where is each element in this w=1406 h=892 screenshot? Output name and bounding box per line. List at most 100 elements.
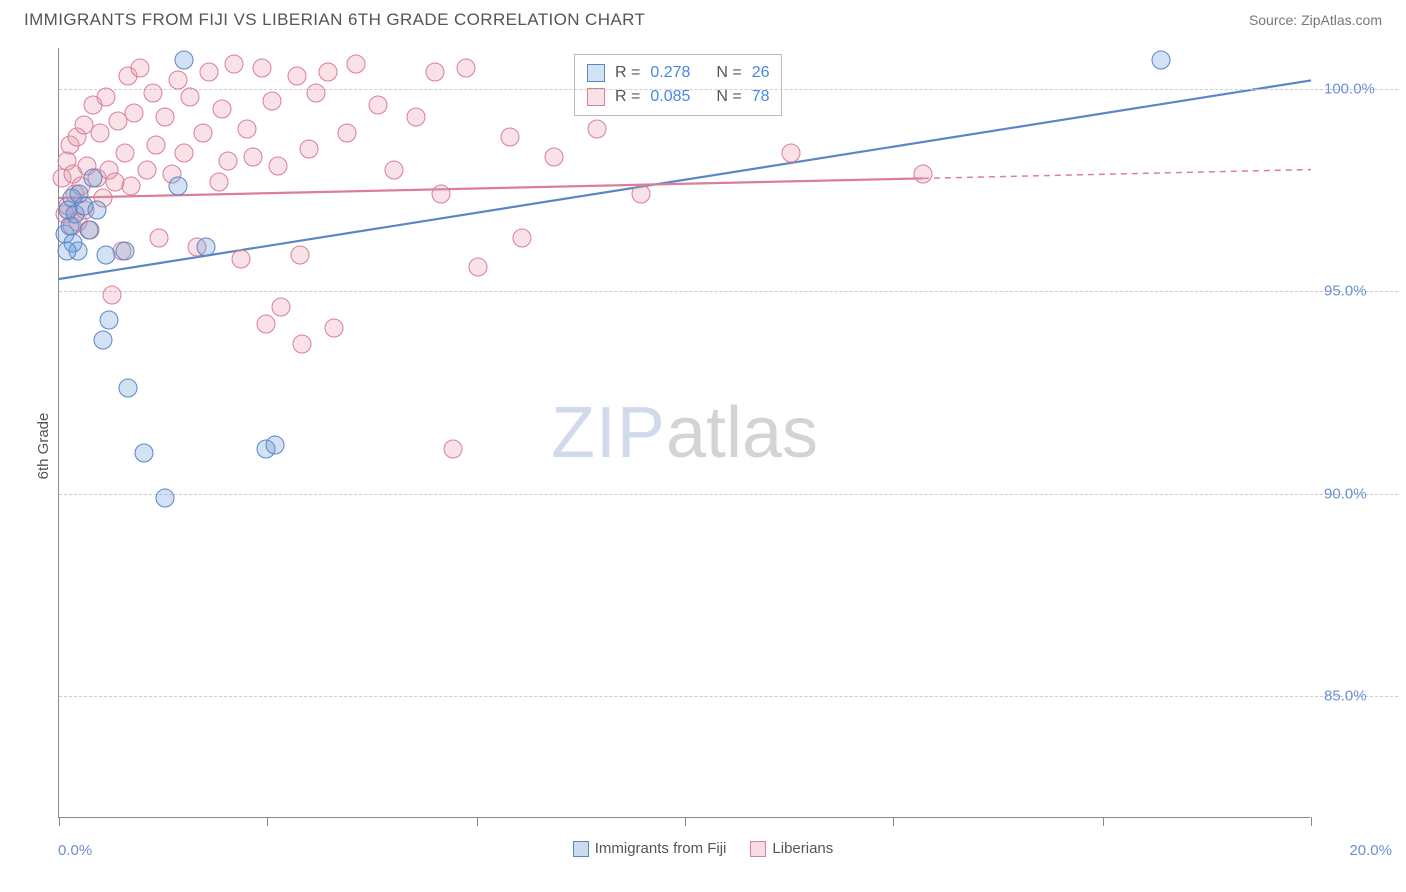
y-tick-label: 100.0% xyxy=(1324,80,1398,97)
trend-line-liberians xyxy=(59,178,923,198)
data-point-liberians xyxy=(782,144,801,163)
data-point-liberians xyxy=(225,55,244,74)
x-tick xyxy=(1103,817,1104,826)
gridline-h xyxy=(59,89,1398,90)
data-point-liberians xyxy=(209,172,228,191)
legend-R-value: 0.278 xyxy=(650,61,706,85)
legend-row-fiji: R = 0.278 N = 26 xyxy=(587,61,769,85)
data-point-liberians xyxy=(137,160,156,179)
y-axis-label: 6th Grade xyxy=(35,413,52,480)
data-point-fiji xyxy=(168,176,187,195)
data-point-liberians xyxy=(319,63,338,82)
legend-swatch-liberians xyxy=(587,88,605,106)
chart-title: IMMIGRANTS FROM FIJI VS LIBERIAN 6TH GRA… xyxy=(24,10,645,30)
data-point-liberians xyxy=(347,55,366,74)
correlation-legend: R =0.278N =26R =0.085N =78 xyxy=(574,54,782,116)
data-point-liberians xyxy=(115,144,134,163)
data-point-fiji xyxy=(118,379,137,398)
trend-line-dashed-liberians xyxy=(923,170,1311,179)
data-point-liberians xyxy=(103,286,122,305)
data-point-liberians xyxy=(121,176,140,195)
data-point-fiji xyxy=(134,444,153,463)
y-tick-label: 95.0% xyxy=(1324,283,1398,300)
data-point-fiji xyxy=(115,241,134,260)
chart-plot-area: ZIPatlas R =0.278N =26R =0.085N =78 xyxy=(58,48,1310,818)
x-tick xyxy=(893,817,894,826)
data-point-liberians xyxy=(90,124,109,143)
data-point-liberians xyxy=(143,83,162,102)
legend-swatch xyxy=(750,841,766,857)
data-point-liberians xyxy=(269,156,288,175)
data-point-fiji xyxy=(100,310,119,329)
data-point-liberians xyxy=(425,63,444,82)
series-legend: Immigrants from Fiji Liberians xyxy=(0,840,1406,857)
data-point-liberians xyxy=(256,314,275,333)
data-point-liberians xyxy=(200,63,219,82)
legend-R-label: R = xyxy=(615,61,640,85)
y-tick-label: 90.0% xyxy=(1324,485,1398,502)
data-point-liberians xyxy=(456,59,475,78)
data-point-liberians xyxy=(156,107,175,126)
data-point-liberians xyxy=(219,152,238,171)
data-point-liberians xyxy=(147,136,166,155)
legend-label: Immigrants from Fiji xyxy=(595,840,727,857)
source-label: Source: ZipAtlas.com xyxy=(1249,12,1382,28)
legend-label: Liberians xyxy=(772,840,833,857)
data-point-fiji xyxy=(84,168,103,187)
data-point-liberians xyxy=(193,124,212,143)
data-point-liberians xyxy=(431,184,450,203)
data-point-fiji xyxy=(1151,51,1170,70)
legend-swatch-fiji xyxy=(587,64,605,82)
data-point-liberians xyxy=(287,67,306,86)
legend-N-label: N = xyxy=(716,61,741,85)
data-point-liberians xyxy=(406,107,425,126)
data-point-liberians xyxy=(369,95,388,114)
data-point-liberians xyxy=(262,91,281,110)
data-point-liberians xyxy=(588,120,607,139)
data-point-liberians xyxy=(125,103,144,122)
data-point-liberians xyxy=(292,334,311,353)
data-point-liberians xyxy=(291,245,310,264)
data-point-liberians xyxy=(913,164,932,183)
data-point-fiji xyxy=(93,330,112,349)
legend-N-value: 26 xyxy=(752,61,770,85)
x-tick xyxy=(59,817,60,826)
legend-swatch xyxy=(573,841,589,857)
x-tick xyxy=(267,817,268,826)
data-point-fiji xyxy=(96,245,115,264)
data-point-liberians xyxy=(150,229,169,248)
data-point-liberians xyxy=(131,59,150,78)
data-point-fiji xyxy=(265,436,284,455)
x-tick xyxy=(1311,817,1312,826)
data-point-liberians xyxy=(513,229,532,248)
data-point-liberians xyxy=(212,99,231,118)
gridline-h xyxy=(59,291,1398,292)
x-tick xyxy=(477,817,478,826)
data-point-fiji xyxy=(156,488,175,507)
data-point-liberians xyxy=(253,59,272,78)
data-point-liberians xyxy=(181,87,200,106)
data-point-liberians xyxy=(96,87,115,106)
data-point-liberians xyxy=(337,124,356,143)
gridline-h xyxy=(59,494,1398,495)
data-point-liberians xyxy=(168,71,187,90)
y-tick-label: 85.0% xyxy=(1324,688,1398,705)
data-point-liberians xyxy=(544,148,563,167)
bottom-legend-item: Liberians xyxy=(750,840,833,857)
data-point-liberians xyxy=(306,83,325,102)
data-point-fiji xyxy=(57,241,76,260)
data-point-liberians xyxy=(469,257,488,276)
data-point-liberians xyxy=(244,148,263,167)
data-point-fiji xyxy=(80,221,99,240)
data-point-fiji xyxy=(175,51,194,70)
data-point-fiji xyxy=(87,201,106,220)
data-point-liberians xyxy=(237,120,256,139)
data-point-liberians xyxy=(325,318,344,337)
gridline-h xyxy=(59,696,1398,697)
data-point-liberians xyxy=(175,144,194,163)
data-point-liberians xyxy=(500,128,519,147)
bottom-legend-item: Immigrants from Fiji xyxy=(573,840,727,857)
data-point-liberians xyxy=(231,249,250,268)
data-point-liberians xyxy=(300,140,319,159)
data-point-liberians xyxy=(444,440,463,459)
